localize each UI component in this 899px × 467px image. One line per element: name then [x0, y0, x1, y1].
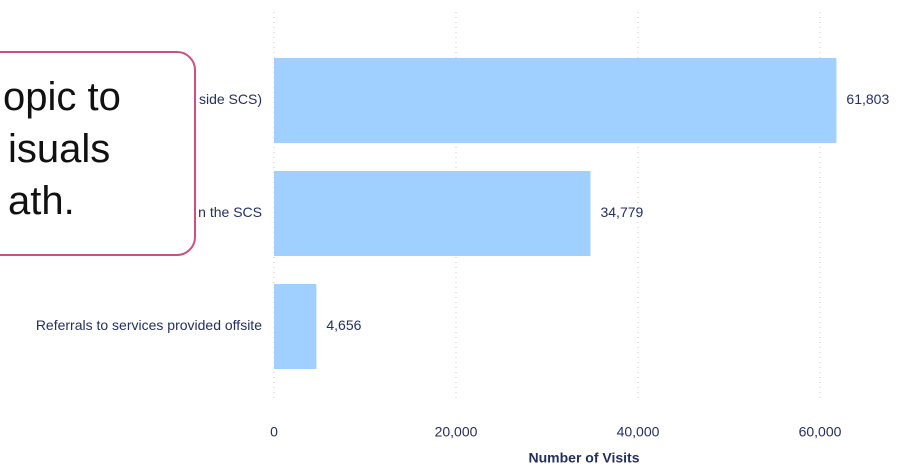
bar	[274, 284, 317, 369]
bar	[274, 171, 591, 256]
x-tick-label: 40,000	[617, 424, 660, 440]
callout-text: opic to	[3, 75, 121, 119]
y-tick-label: side SCS)	[199, 91, 262, 107]
data-label: 34,779	[600, 204, 643, 220]
callout-box	[0, 51, 196, 256]
callout-text: isuals	[8, 127, 110, 171]
x-tick-label: 60,000	[799, 424, 842, 440]
data-label: 4,656	[326, 317, 361, 333]
y-tick-label: Referrals to services provided offsite	[36, 317, 262, 333]
data-label: 61,803	[846, 91, 889, 107]
x-axis-title: Number of Visits	[529, 450, 640, 466]
y-tick-label: n the SCS	[198, 204, 262, 220]
x-tick-label: 0	[270, 424, 278, 440]
callout-text: ath.	[8, 179, 75, 223]
x-tick-label: 20,000	[435, 424, 478, 440]
bar	[274, 58, 837, 143]
